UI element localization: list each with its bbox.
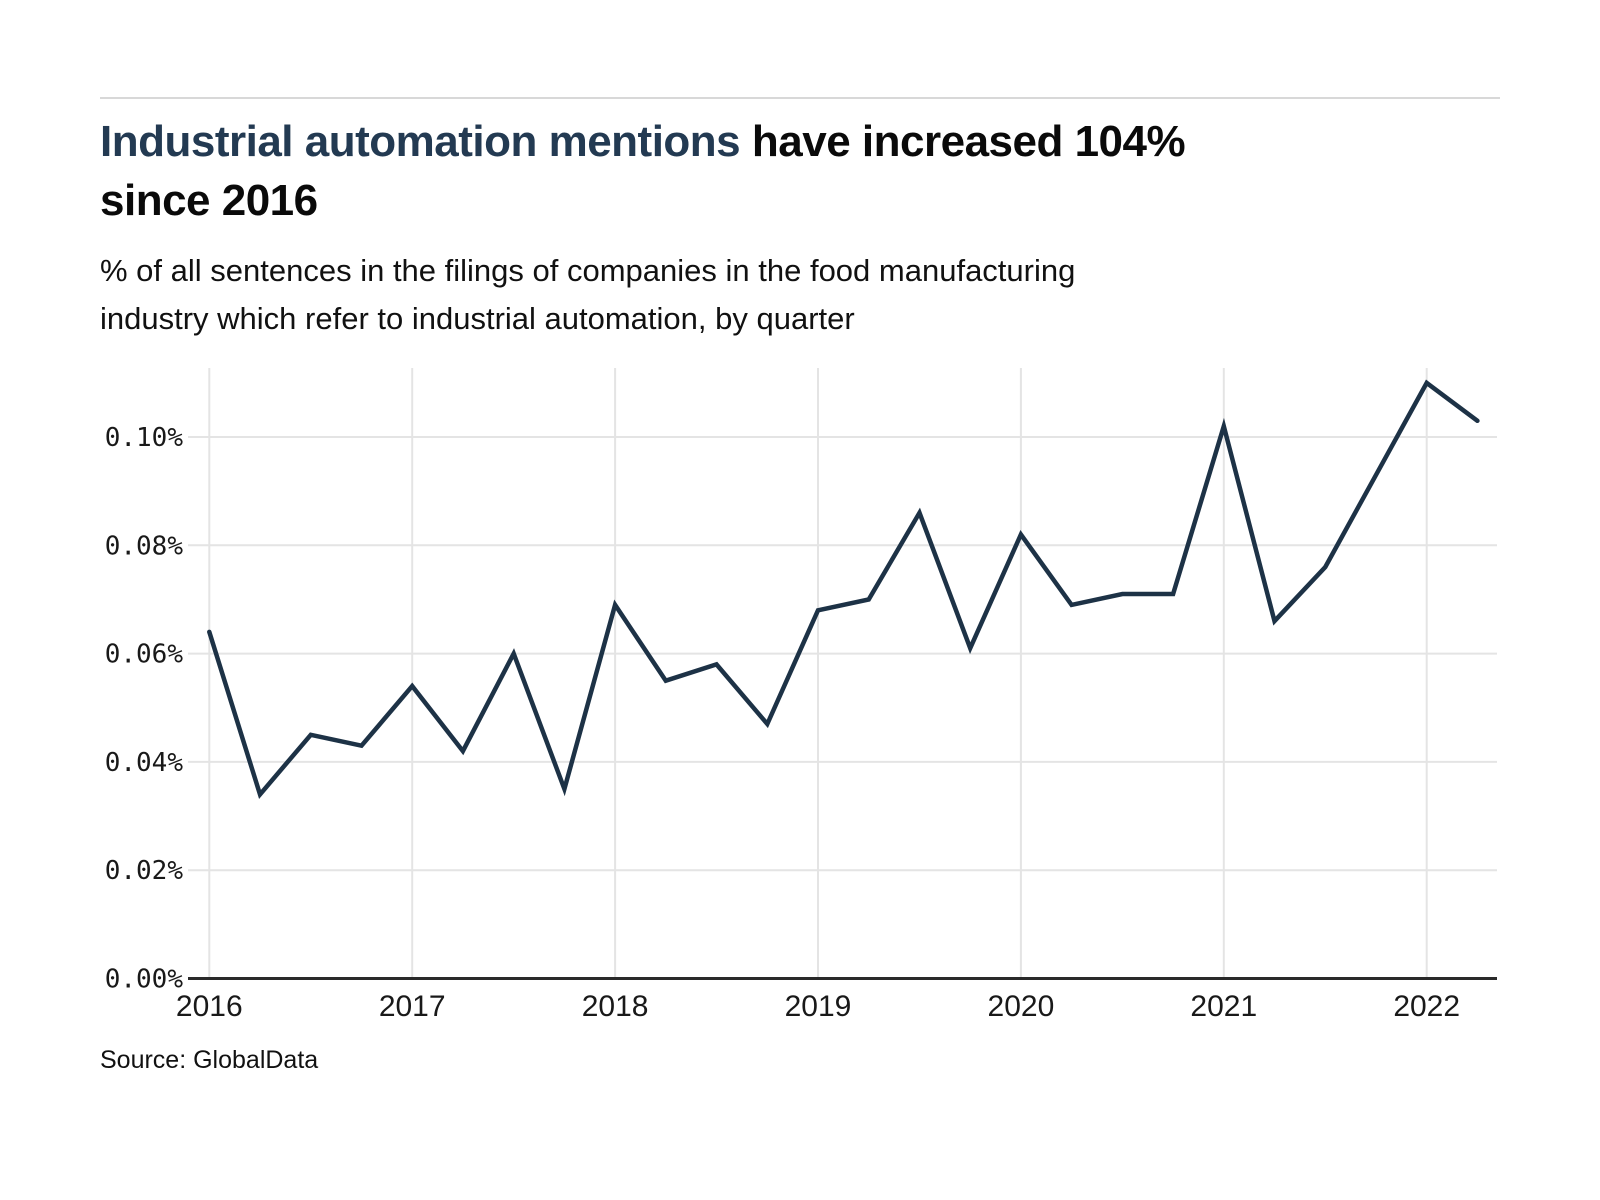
- source-text: Source: GlobalData: [100, 1046, 319, 1074]
- x-tick-label: 2022: [1393, 990, 1460, 1023]
- x-tick-label: 2017: [379, 990, 446, 1023]
- page-title: Industrial automation mentions have incr…: [100, 112, 1460, 230]
- y-tick-label: 0.10%: [105, 423, 184, 453]
- x-tick-label: 2018: [582, 990, 649, 1023]
- title-line2: since 2016: [100, 176, 318, 225]
- x-tick-label: 2016: [176, 990, 243, 1023]
- subtitle-line2: industry which refer to industrial autom…: [100, 301, 855, 336]
- top-divider: [100, 97, 1500, 99]
- y-tick-label: 0.02%: [105, 856, 184, 886]
- y-tick-label: 0.06%: [105, 640, 184, 670]
- title-rest: have increased 104%: [751, 117, 1186, 166]
- y-tick-label: 0.04%: [105, 748, 184, 778]
- trend-line: [207, 379, 1480, 799]
- y-tick-label: 0.00%: [105, 965, 184, 995]
- x-tick-label: 2019: [785, 990, 852, 1023]
- title-highlight: Industrial automation mentions: [100, 117, 741, 166]
- source-label: Source: GlobalData: [100, 1046, 318, 1075]
- subtitle-line1: % of all sentences in the filings of com…: [100, 253, 1076, 288]
- y-tick-label: 0.08%: [105, 531, 184, 561]
- chart-subtitle: % of all sentences in the filings of com…: [100, 247, 1460, 343]
- x-tick-label: 2020: [988, 990, 1055, 1023]
- x-tick-label: 2021: [1190, 990, 1257, 1023]
